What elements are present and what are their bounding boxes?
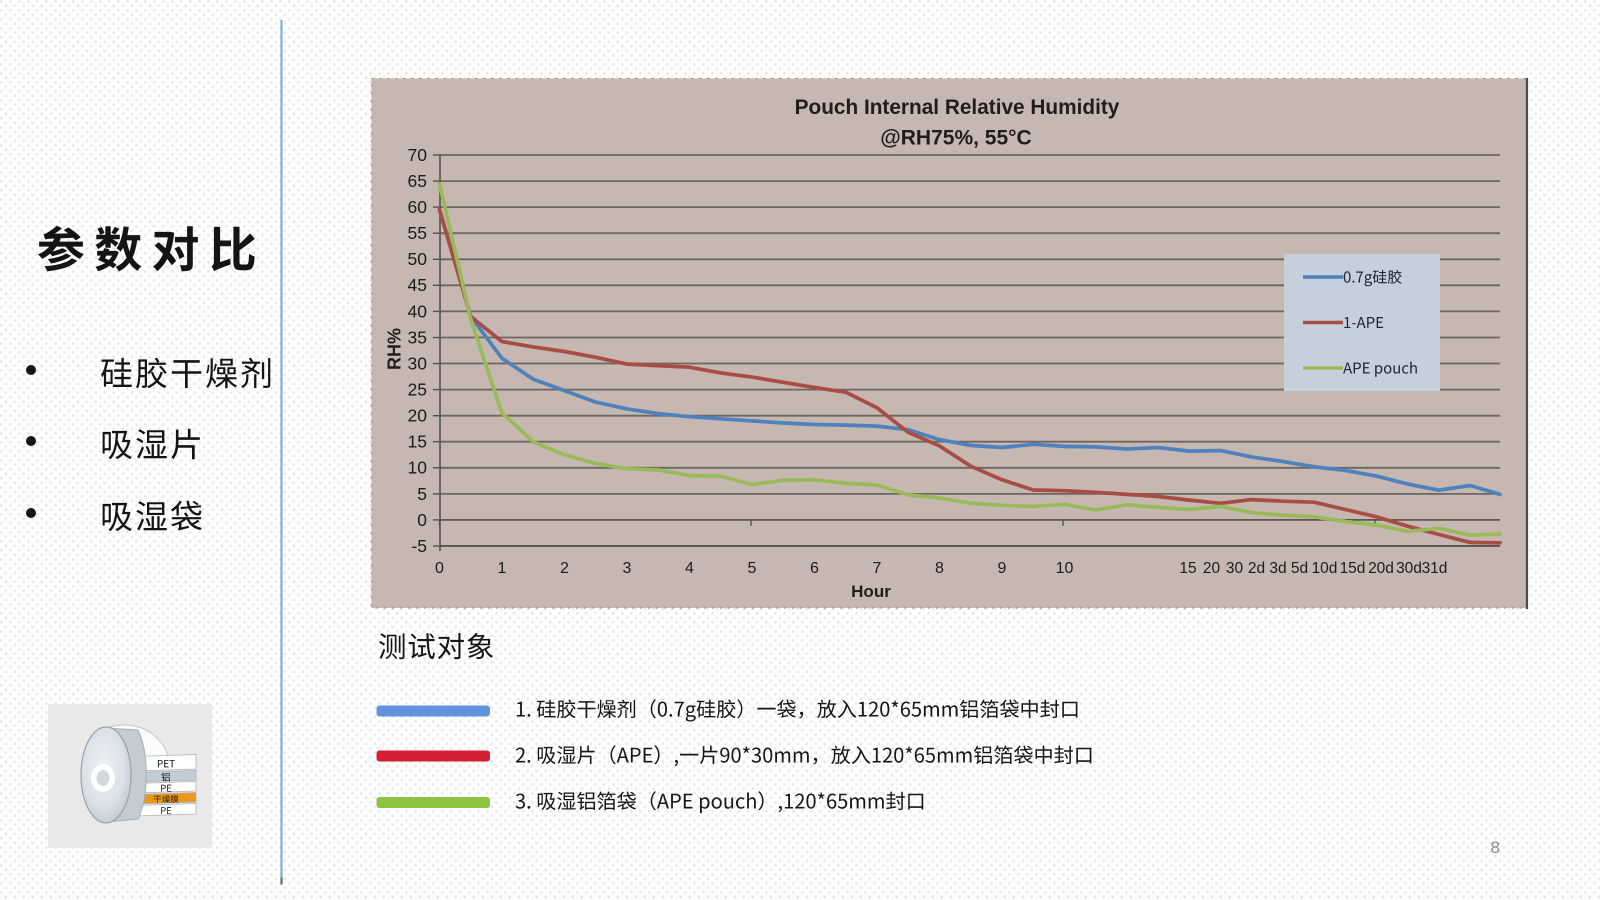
svg-text:9: 9 <box>998 560 1007 577</box>
svg-text:40: 40 <box>408 301 428 321</box>
svg-text:3: 3 <box>623 560 632 577</box>
svg-text:50: 50 <box>408 249 428 269</box>
svg-text:2: 2 <box>560 560 569 577</box>
svg-text:5: 5 <box>417 484 427 504</box>
svg-text:60: 60 <box>408 197 428 217</box>
svg-text:45: 45 <box>408 275 427 295</box>
svg-text:15d: 15d <box>1340 560 1366 577</box>
svg-text:10d: 10d <box>1312 560 1338 577</box>
svg-text:@RH75%, 55°C: @RH75%, 55°C <box>880 127 1031 150</box>
svg-text:25: 25 <box>408 380 427 400</box>
svg-text:20d: 20d <box>1368 560 1394 577</box>
svg-text:15: 15 <box>1179 560 1196 577</box>
svg-text:70: 70 <box>408 145 428 165</box>
svg-text:8: 8 <box>1491 838 1500 857</box>
svg-text:6: 6 <box>810 560 819 577</box>
svg-text:0: 0 <box>417 510 427 530</box>
svg-text:15: 15 <box>408 432 427 452</box>
svg-text:5d: 5d <box>1291 560 1308 577</box>
svg-text:-5: -5 <box>411 536 427 556</box>
svg-text:65: 65 <box>408 171 427 191</box>
svg-text:30: 30 <box>408 353 428 373</box>
svg-text:1: 1 <box>498 560 507 577</box>
svg-text:0: 0 <box>435 560 444 577</box>
svg-text:3d: 3d <box>1269 560 1286 577</box>
svg-text:2d: 2d <box>1248 560 1265 577</box>
svg-text:5: 5 <box>748 560 757 577</box>
svg-text:31d: 31d <box>1422 560 1448 577</box>
svg-text:4: 4 <box>685 560 694 577</box>
svg-text:Hour: Hour <box>851 582 891 601</box>
svg-text:55: 55 <box>408 223 427 243</box>
svg-text:10: 10 <box>408 458 428 478</box>
svg-text:20: 20 <box>1203 560 1221 577</box>
svg-text:8: 8 <box>935 560 944 577</box>
svg-text:20: 20 <box>408 406 428 426</box>
svg-text:RH%: RH% <box>385 328 405 370</box>
svg-text:30: 30 <box>1226 560 1244 577</box>
svg-text:35: 35 <box>408 327 427 347</box>
svg-text:7: 7 <box>873 560 882 577</box>
svg-text:10: 10 <box>1056 560 1074 577</box>
svg-text:Pouch Internal Relative Humidi: Pouch Internal Relative Humidity <box>795 96 1120 119</box>
svg-text:30d: 30d <box>1396 560 1422 577</box>
